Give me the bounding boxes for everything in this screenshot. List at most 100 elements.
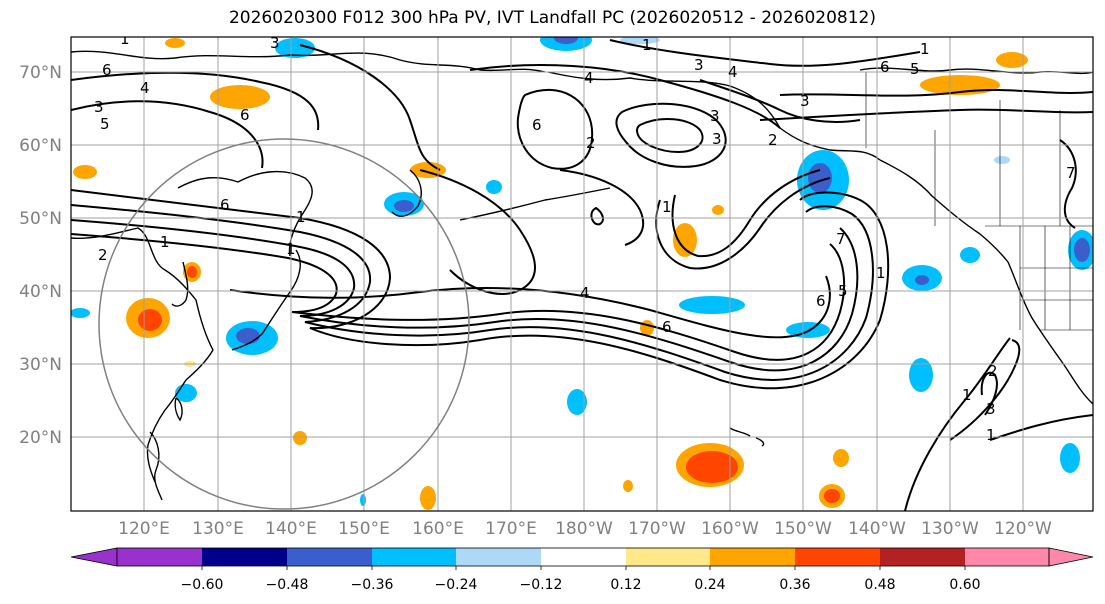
pv-contour-subtropic-2 bbox=[949, 339, 1021, 441]
lon-label: 150°E bbox=[338, 519, 390, 539]
colorbar-tick-label: −0.12 bbox=[520, 577, 563, 593]
colorbar-tick-label: 0.24 bbox=[694, 577, 725, 593]
pv-contour-pacific-center bbox=[419, 169, 536, 295]
colorbar-segment bbox=[372, 548, 456, 566]
positive-patch-west-edge bbox=[73, 165, 97, 179]
contour-label: 2 bbox=[586, 134, 596, 152]
contour-label: 6 bbox=[816, 292, 826, 310]
negative-patch-us-west bbox=[1068, 230, 1093, 270]
coastline-aleutians bbox=[459, 187, 611, 221]
lon-label: 140°E bbox=[265, 519, 317, 539]
colorbar-segment bbox=[710, 548, 795, 566]
pv-contour-north-2 bbox=[71, 71, 320, 131]
contour-label: 6 bbox=[220, 196, 230, 214]
positive-patch-gulf bbox=[673, 223, 697, 257]
contour-label: 3 bbox=[800, 92, 810, 110]
contour-label: 1 bbox=[920, 40, 930, 58]
contour-label: 3 bbox=[94, 98, 104, 116]
colorbar-extend-low bbox=[70, 547, 118, 567]
colorbar-segment bbox=[456, 548, 541, 566]
positive-patch-east-pacific bbox=[819, 484, 845, 508]
contour-label: 7 bbox=[1066, 164, 1076, 182]
negative-patch-small-north bbox=[486, 180, 502, 194]
coastline-us-west bbox=[1007, 261, 1093, 405]
coastline-korea bbox=[171, 261, 189, 307]
lon-label: 150°W bbox=[774, 519, 832, 539]
contour-label: 1 bbox=[642, 36, 652, 54]
negative-patch-arctic-light bbox=[620, 37, 660, 44]
contour-label: 6 bbox=[532, 116, 542, 134]
colorbar-tick-label: −0.48 bbox=[266, 577, 309, 593]
pv-anomaly-patches bbox=[71, 37, 1093, 510]
coastline-taiwan bbox=[174, 397, 183, 422]
colorbar-segment bbox=[965, 548, 1049, 566]
contour-label: 6 bbox=[240, 106, 250, 124]
distance-circle bbox=[98, 138, 470, 510]
contour-label: 3 bbox=[710, 107, 720, 125]
positive-patch-south-central bbox=[420, 486, 436, 510]
negative-patch-central-pacific bbox=[679, 296, 745, 314]
lat-label: 30°N bbox=[19, 355, 62, 375]
contour-label: 4 bbox=[580, 284, 590, 302]
pv-contour-east-1 bbox=[1059, 139, 1077, 229]
pv-contour-arctic-2 bbox=[609, 39, 921, 67]
coastline-philippines bbox=[149, 431, 163, 501]
contour-label: 1 bbox=[120, 30, 130, 48]
pv-contour-pacific-center-3 bbox=[699, 79, 861, 123]
negative-patch-central-subtropic bbox=[567, 389, 587, 415]
pv-contour-jet-3 bbox=[71, 219, 859, 372]
coastline-canada-bc bbox=[879, 159, 1009, 263]
pv-contour-jet-2 bbox=[71, 204, 874, 381]
colorbar-outline bbox=[116, 547, 1050, 567]
pv-contour-gulf-hook-2 bbox=[671, 169, 821, 258]
pv-contour-jet-5 bbox=[229, 275, 831, 339]
contour-label: 1 bbox=[286, 240, 296, 258]
colorbar-segment bbox=[795, 548, 880, 566]
lon-label: 130°E bbox=[192, 519, 244, 539]
negative-patch-coast bbox=[960, 247, 980, 263]
contour-label: 4 bbox=[584, 69, 594, 87]
pv-contour-jet-1 bbox=[71, 189, 890, 390]
pv-contour-arctic-4 bbox=[759, 108, 1093, 121]
colorbar-tick-label: 0.60 bbox=[949, 577, 980, 593]
negative-patch-west-edge bbox=[71, 308, 90, 318]
lon-label: 130°W bbox=[921, 519, 979, 539]
colorbar-ticks bbox=[201, 566, 966, 570]
contour-labels: 1 6 4 3 5 6 2 1 6 1 3 4 1 4 3 2 3 3 6 2 … bbox=[94, 30, 1076, 444]
pv-contour-arctic bbox=[469, 64, 781, 129]
map-frame bbox=[70, 36, 1094, 512]
lon-label: 120°W bbox=[994, 519, 1052, 539]
contour-label: 3 bbox=[270, 34, 280, 52]
contour-label: 5 bbox=[838, 282, 848, 300]
positive-patch-korea bbox=[183, 262, 201, 282]
pv-contour-arctic-3 bbox=[779, 89, 1093, 97]
contour-label: 4 bbox=[728, 63, 738, 81]
coastline-alaska bbox=[547, 71, 881, 161]
pv-contour-pacific-center-2 bbox=[559, 169, 645, 246]
lon-label: 160°W bbox=[701, 519, 759, 539]
negative-patch-canada-light bbox=[994, 156, 1010, 164]
positive-patch-hawaii-north bbox=[676, 443, 744, 487]
colorbar-segment bbox=[880, 548, 965, 566]
contour-label: 5 bbox=[910, 60, 920, 78]
negative-patch-south-east bbox=[1060, 443, 1080, 473]
lon-label: 160°E bbox=[412, 519, 464, 539]
colorbar-segment bbox=[202, 548, 287, 566]
contour-label: 3 bbox=[986, 400, 996, 418]
negative-patch-northeast-pacific bbox=[902, 265, 942, 291]
positive-patch-asia-coast bbox=[126, 298, 170, 338]
coastline-kamchatka bbox=[391, 169, 422, 217]
latitude-labels: 70°N 60°N 50°N 40°N 30°N 20°N bbox=[19, 63, 62, 448]
contour-label: 3 bbox=[694, 56, 704, 74]
colorbar-segment bbox=[541, 548, 626, 566]
positive-patch-arctic-west bbox=[165, 38, 185, 48]
pv-contours bbox=[71, 39, 1093, 511]
positive-patch-arctic-far-east bbox=[996, 52, 1028, 68]
coastline-hawaii bbox=[729, 427, 765, 447]
lon-label: 180°W bbox=[555, 519, 613, 539]
contour-label: 1 bbox=[160, 233, 170, 251]
colorbar-tick-label: −0.24 bbox=[435, 577, 478, 593]
positive-patch-tiny-south bbox=[623, 480, 633, 492]
positive-patch-east-small bbox=[833, 449, 849, 467]
